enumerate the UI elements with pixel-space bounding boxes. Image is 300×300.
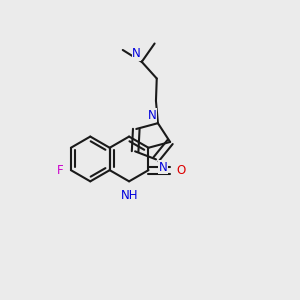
Text: NH: NH	[121, 189, 138, 202]
Text: N: N	[158, 161, 167, 174]
Text: N: N	[132, 47, 141, 60]
Text: N: N	[148, 109, 156, 122]
Text: F: F	[57, 164, 64, 177]
Text: O: O	[176, 164, 186, 177]
